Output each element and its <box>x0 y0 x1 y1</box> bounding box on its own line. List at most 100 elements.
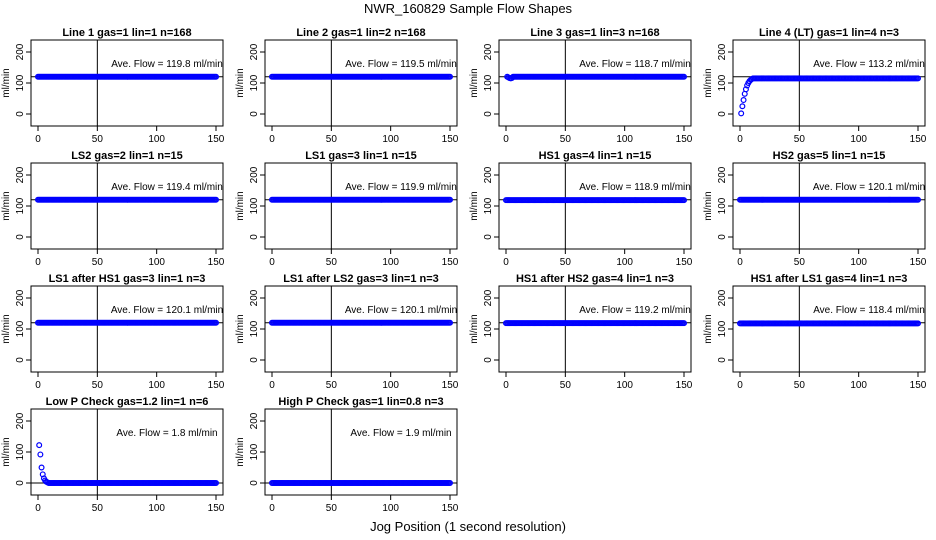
x-tick-label: 50 <box>92 257 104 268</box>
x-tick-label: 0 <box>269 380 275 391</box>
y-axis-label: ml/min <box>1 437 12 466</box>
y-tick-label: 200 <box>249 43 260 60</box>
y-axis-label: ml/min <box>469 191 480 220</box>
x-tick-label: 50 <box>326 134 338 145</box>
data-point <box>213 73 220 80</box>
x-tick-label: 150 <box>676 134 693 145</box>
y-tick-label: 100 <box>15 74 26 91</box>
panel-title: HS1 gas=4 lin=1 n=15 <box>539 150 652 162</box>
y-tick-label: 0 <box>15 480 26 486</box>
x-tick-label: 50 <box>326 257 338 268</box>
ave-flow-label: Ave. Flow = 120.1 ml/min <box>111 305 223 316</box>
y-tick-label: 100 <box>15 443 26 460</box>
x-tick-label: 100 <box>850 380 867 391</box>
y-tick-label: 0 <box>483 357 494 363</box>
y-tick-label: 0 <box>717 234 728 240</box>
y-axis-label: ml/min <box>703 68 714 97</box>
x-tick-label: 100 <box>382 134 399 145</box>
y-tick-label: 200 <box>15 289 26 306</box>
panel-8: HS2 gas=5 lin=1 n=15 0 50 100 150 0 100 200ml/m… <box>703 150 927 268</box>
plot-frame <box>264 39 458 127</box>
x-tick-label: 50 <box>326 503 338 514</box>
x-tick-label: 100 <box>850 257 867 268</box>
y-tick-label: 100 <box>249 443 260 460</box>
panel-title: Line 2 gas=1 lin=2 n=168 <box>296 27 425 39</box>
plot-frame <box>498 162 692 250</box>
x-tick-label: 0 <box>503 134 509 145</box>
ave-flow-label: Ave. Flow = 119.4 ml/min <box>111 182 223 193</box>
y-tick-label: 200 <box>483 43 494 60</box>
data-point <box>447 319 454 326</box>
y-tick-label: 200 <box>483 166 494 183</box>
y-axis-label: ml/min <box>469 314 480 343</box>
data-point <box>914 196 921 203</box>
y-tick-label: 200 <box>249 412 260 429</box>
panel-title: LS1 after LS2 gas=3 lin=1 n=3 <box>283 273 439 285</box>
x-axis-label: Jog Position (1 second resolution) <box>370 519 566 534</box>
y-tick-label: 0 <box>15 111 26 117</box>
y-tick-label: 0 <box>249 480 260 486</box>
panel-title: Line 1 gas=1 lin=1 n=168 <box>62 27 191 39</box>
y-axis-label: ml/min <box>235 437 246 466</box>
y-tick-label: 100 <box>249 197 260 214</box>
x-tick-label: 150 <box>676 257 693 268</box>
panel-1: Line 1 gas=1 lin=1 n=168 0 50 100 150 0 100 200… <box>1 27 225 145</box>
x-tick-label: 150 <box>208 380 225 391</box>
x-tick-label: 100 <box>382 380 399 391</box>
x-tick-label: 0 <box>269 257 275 268</box>
data-point <box>447 480 454 487</box>
x-tick-label: 150 <box>442 503 459 514</box>
x-tick-label: 100 <box>382 257 399 268</box>
y-axis-label: ml/min <box>1 314 12 343</box>
plot-frame <box>498 39 692 127</box>
y-tick-label: 100 <box>717 74 728 91</box>
panel-12: HS1 after LS1 gas=4 lin=1 n=3 0 50 100 150 0 1… <box>703 273 927 391</box>
ave-flow-label: Ave. Flow = 119.2 ml/min <box>579 305 691 316</box>
figure-title: NWR_160829 Sample Flow Shapes <box>363 1 573 16</box>
y-tick-label: 200 <box>483 289 494 306</box>
ave-flow-label: Ave. Flow = 118.7 ml/min <box>579 59 691 70</box>
panel-title: Line 3 gas=1 lin=3 n=168 <box>530 27 659 39</box>
y-tick-label: 100 <box>15 320 26 337</box>
x-tick-label: 150 <box>208 503 225 514</box>
panel-title: Low P Check gas=1.2 lin=1 n=6 <box>46 396 209 408</box>
data-point <box>447 196 454 203</box>
y-axis-label: ml/min <box>235 314 246 343</box>
plot-frame <box>732 285 926 373</box>
ave-flow-label: Ave. Flow = 113.2 ml/min <box>813 59 925 70</box>
y-tick-label: 200 <box>15 43 26 60</box>
x-tick-label: 100 <box>616 257 633 268</box>
panel-6: LS1 gas=3 lin=1 n=15 0 50 100 150 0 100 200ml/m… <box>235 150 459 268</box>
y-tick-label: 0 <box>483 111 494 117</box>
x-tick-label: 0 <box>737 134 743 145</box>
ave-flow-label: Ave. Flow = 119.9 ml/min <box>345 182 457 193</box>
data-point <box>213 196 220 203</box>
panel-7: HS1 gas=4 lin=1 n=15 0 50 100 150 0 100 200ml/m… <box>469 150 693 268</box>
y-tick-label: 0 <box>249 234 260 240</box>
x-tick-label: 50 <box>560 380 572 391</box>
x-tick-label: 100 <box>148 503 165 514</box>
x-tick-label: 0 <box>35 380 41 391</box>
x-tick-label: 50 <box>92 380 104 391</box>
y-axis-label: ml/min <box>235 68 246 97</box>
data-point <box>37 451 44 458</box>
ave-flow-label: Ave. Flow = 118.4 ml/min <box>813 305 925 316</box>
data-point <box>38 464 45 471</box>
panel-title: LS1 after HS1 gas=3 lin=1 n=3 <box>49 273 206 285</box>
x-tick-label: 0 <box>269 503 275 514</box>
panel-title: HS2 gas=5 lin=1 n=15 <box>773 150 886 162</box>
data-point <box>739 103 746 110</box>
x-tick-label: 150 <box>910 380 927 391</box>
x-tick-label: 150 <box>442 134 459 145</box>
panel-5: LS2 gas=2 lin=1 n=15 0 50 100 150 0 100 200ml/m… <box>1 150 225 268</box>
x-tick-label: 150 <box>442 380 459 391</box>
x-tick-label: 0 <box>503 380 509 391</box>
plot-frame <box>30 285 224 373</box>
ave-flow-label: Ave. Flow = 118.9 ml/min <box>579 182 691 193</box>
data-point <box>914 75 921 82</box>
y-tick-label: 100 <box>717 320 728 337</box>
y-tick-label: 100 <box>483 320 494 337</box>
x-tick-label: 100 <box>850 134 867 145</box>
y-tick-label: 0 <box>717 111 728 117</box>
